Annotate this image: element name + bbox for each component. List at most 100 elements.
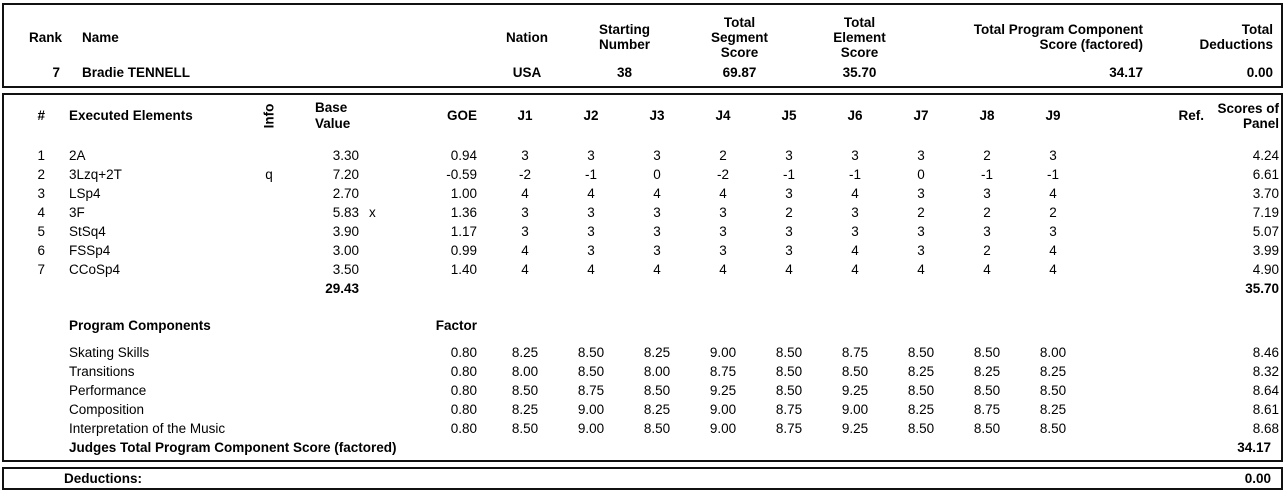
element-goe: -0.59 [446,167,477,182]
judge-score: 9.25 [841,383,869,398]
element-x-credit [364,260,389,279]
element-row: 2 3Lzq+2T q 7.20 -0.59 -2 -1 0 -2 -1 -1 … [4,165,1281,184]
judge-7-header: J7 [913,108,929,123]
nation-header: Nation [506,29,548,45]
judge-score: 8.50 [643,421,671,436]
scores-of-panel-header: Scores of Panel [1217,101,1279,131]
judge-score: 3 [587,205,595,220]
judge-score: 3 [1049,148,1057,163]
element-row: 6 FSSp4 3.00 0.99 4 3 3 3 3 4 3 2 4 3.99 [4,241,1281,260]
result-summary-box: Rank Name Nation Starting Number Total S… [2,3,1283,88]
judge-score: 3 [521,148,529,163]
judge-score: 3 [785,224,793,239]
judge-score: 4 [851,186,859,201]
element-x-credit [364,146,389,165]
judge-score: 8.50 [577,345,605,360]
element-panel-score: 4.24 [1252,148,1279,163]
judge-score: 3 [851,148,859,163]
judge-score: 3 [653,148,661,163]
total-pcs-header: Total Program Component Score (factored) [973,22,1143,52]
judge-score: -1 [980,167,993,182]
judge-score: 8.00 [1039,345,1067,360]
judge-9-header: J9 [1045,108,1061,123]
judge-score: 3 [851,205,859,220]
element-base-value: 7.20 [332,167,359,182]
total-element-score-value: 35.70 [842,65,877,80]
judge-score: 8.50 [511,383,539,398]
deductions-box: Deductions: 0.00 [2,467,1283,490]
total-element-score-header: Total Element Score [833,14,886,60]
judge-score: 3 [851,224,859,239]
element-goe: 1.36 [450,205,477,220]
judge-1-header: J1 [517,108,533,123]
component-panel-score: 8.61 [1252,402,1279,417]
rank-header: Rank [28,29,62,45]
total-element-panel-score: 35.70 [1245,281,1279,296]
judge-score: 8.75 [973,402,1001,417]
component-row: Interpretation of the Music 0.80 8.50 9.… [4,419,1281,438]
judge-score: 3 [785,186,793,201]
judge-score: 8.50 [973,421,1001,436]
element-row: 1 2A 3.30 0.94 3 3 3 2 3 3 3 2 3 4.24 [4,146,1281,165]
element-info: q [265,167,273,182]
judge-score: 4 [1049,243,1057,258]
judge-score: -2 [518,167,531,182]
element-base-value: 3.00 [332,243,359,258]
element-panel-score: 7.19 [1252,205,1279,220]
element-number: 1 [37,148,45,163]
judge-score: 8.50 [775,383,803,398]
judge-score: 9.00 [709,421,737,436]
component-factor: 0.80 [450,402,477,417]
summary-header-row: Rank Name Nation Starting Number Total S… [4,12,1281,62]
element-number: 7 [37,262,45,277]
element-goe: 0.94 [450,148,477,163]
judge-score: 9.00 [709,345,737,360]
judge-score: 4 [785,262,793,277]
judge-score: 2 [983,243,991,258]
element-name: StSq4 [69,224,106,239]
element-number: 3 [37,186,45,201]
judge-score: 3 [521,205,529,220]
component-factor: 0.80 [450,345,477,360]
element-x-credit [364,241,389,260]
element-x-credit [364,222,389,241]
component-name: Interpretation of the Music [69,421,226,436]
judge-score: 3 [653,205,661,220]
nation-value: USA [512,65,542,80]
element-panel-score: 3.70 [1252,186,1279,201]
judge-score: 8.25 [643,345,671,360]
element-name: 2A [69,148,86,163]
total-segment-score-header: Total Segment Score [710,14,768,60]
goe-header: GOE [446,108,477,123]
element-row: 3 LSp4 2.70 1.00 4 4 4 4 3 4 3 3 4 3.70 [4,184,1281,203]
judge-score: 0 [653,167,661,182]
deductions-value: 0.00 [1244,471,1271,486]
total-segment-score-value: 69.87 [722,65,757,80]
judge-score: 8.75 [577,383,605,398]
judge-score: 8.25 [1039,364,1067,379]
judge-score: 9.00 [577,402,605,417]
judge-score: 8.75 [775,402,803,417]
judge-4-header: J4 [715,108,731,123]
element-goe: 1.40 [450,262,477,277]
judge-score: 4 [917,262,925,277]
judge-score: 3 [587,148,595,163]
judge-score: 3 [917,186,925,201]
judge-score: 8.25 [511,402,539,417]
component-name: Performance [69,383,147,398]
judge-score: 9.25 [841,421,869,436]
component-panel-score: 8.32 [1252,364,1279,379]
judge-score: 3 [983,186,991,201]
judge-score: 3 [785,148,793,163]
component-factor: 0.80 [450,364,477,379]
judge-score: 8.00 [511,364,539,379]
judges-total-row: Judges Total Program Component Score (fa… [4,438,1281,457]
judge-score: -1 [782,167,795,182]
judge-score: 4 [1049,262,1057,277]
component-name: Transitions [69,364,135,379]
element-info [249,222,289,241]
judge-score: 9.25 [709,383,737,398]
judge-score: 8.50 [841,364,869,379]
element-base-value: 3.50 [332,262,359,277]
